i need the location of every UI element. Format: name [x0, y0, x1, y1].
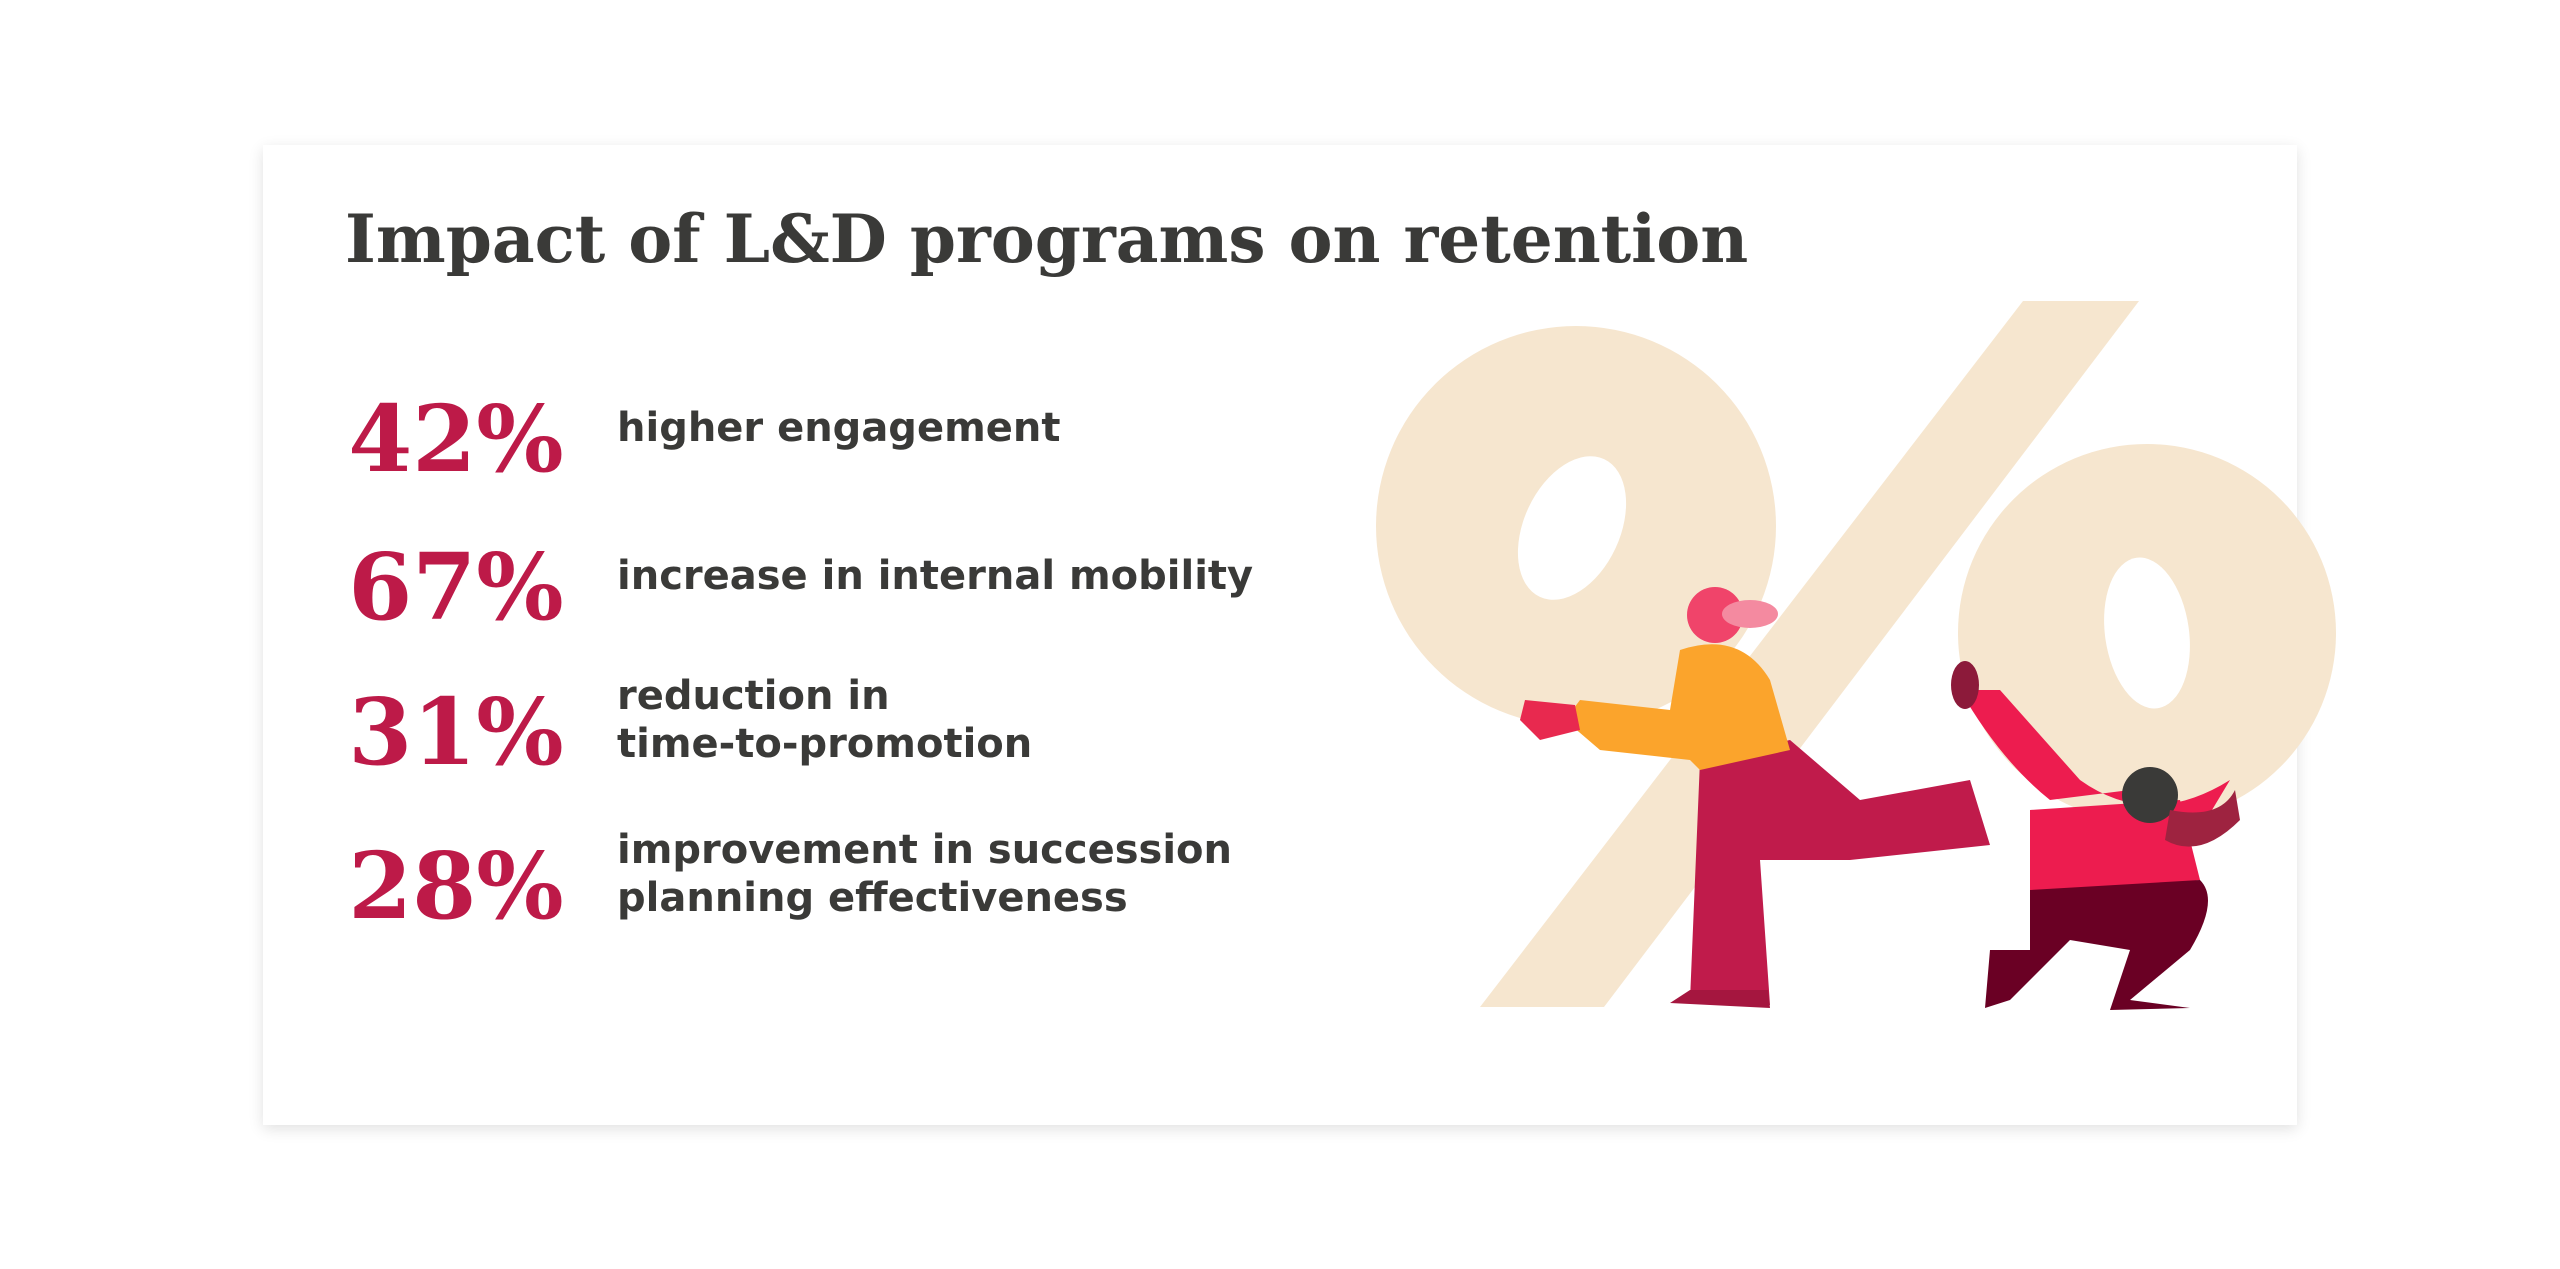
stat-label-line: planning effectiveness	[617, 875, 1128, 921]
stat-label-line: time-to-promotion	[617, 721, 1033, 767]
stat-value: 31%	[348, 678, 564, 786]
person-right	[1951, 661, 2240, 1010]
stat-label: higher engagement	[617, 404, 1060, 452]
person-left	[1520, 587, 1990, 1008]
stat-value: 67%	[348, 533, 564, 641]
stat-label: improvement in succession planning effect…	[617, 826, 1232, 922]
stat-label-line: reduction in	[617, 673, 890, 719]
title: Impact of L&D programs on retention	[345, 200, 1749, 278]
stat-label: reduction in time-to-promotion	[617, 672, 1032, 768]
card	[263, 145, 2297, 1125]
stat-value: 28%	[348, 832, 564, 940]
stat-label-line: increase in internal mobility	[617, 553, 1254, 599]
stat-label-line: improvement in succession	[617, 827, 1232, 873]
stat-label-line: higher engagement	[617, 405, 1061, 451]
stat-label: increase in internal mobility	[617, 552, 1253, 600]
stat-value: 42%	[348, 385, 564, 493]
